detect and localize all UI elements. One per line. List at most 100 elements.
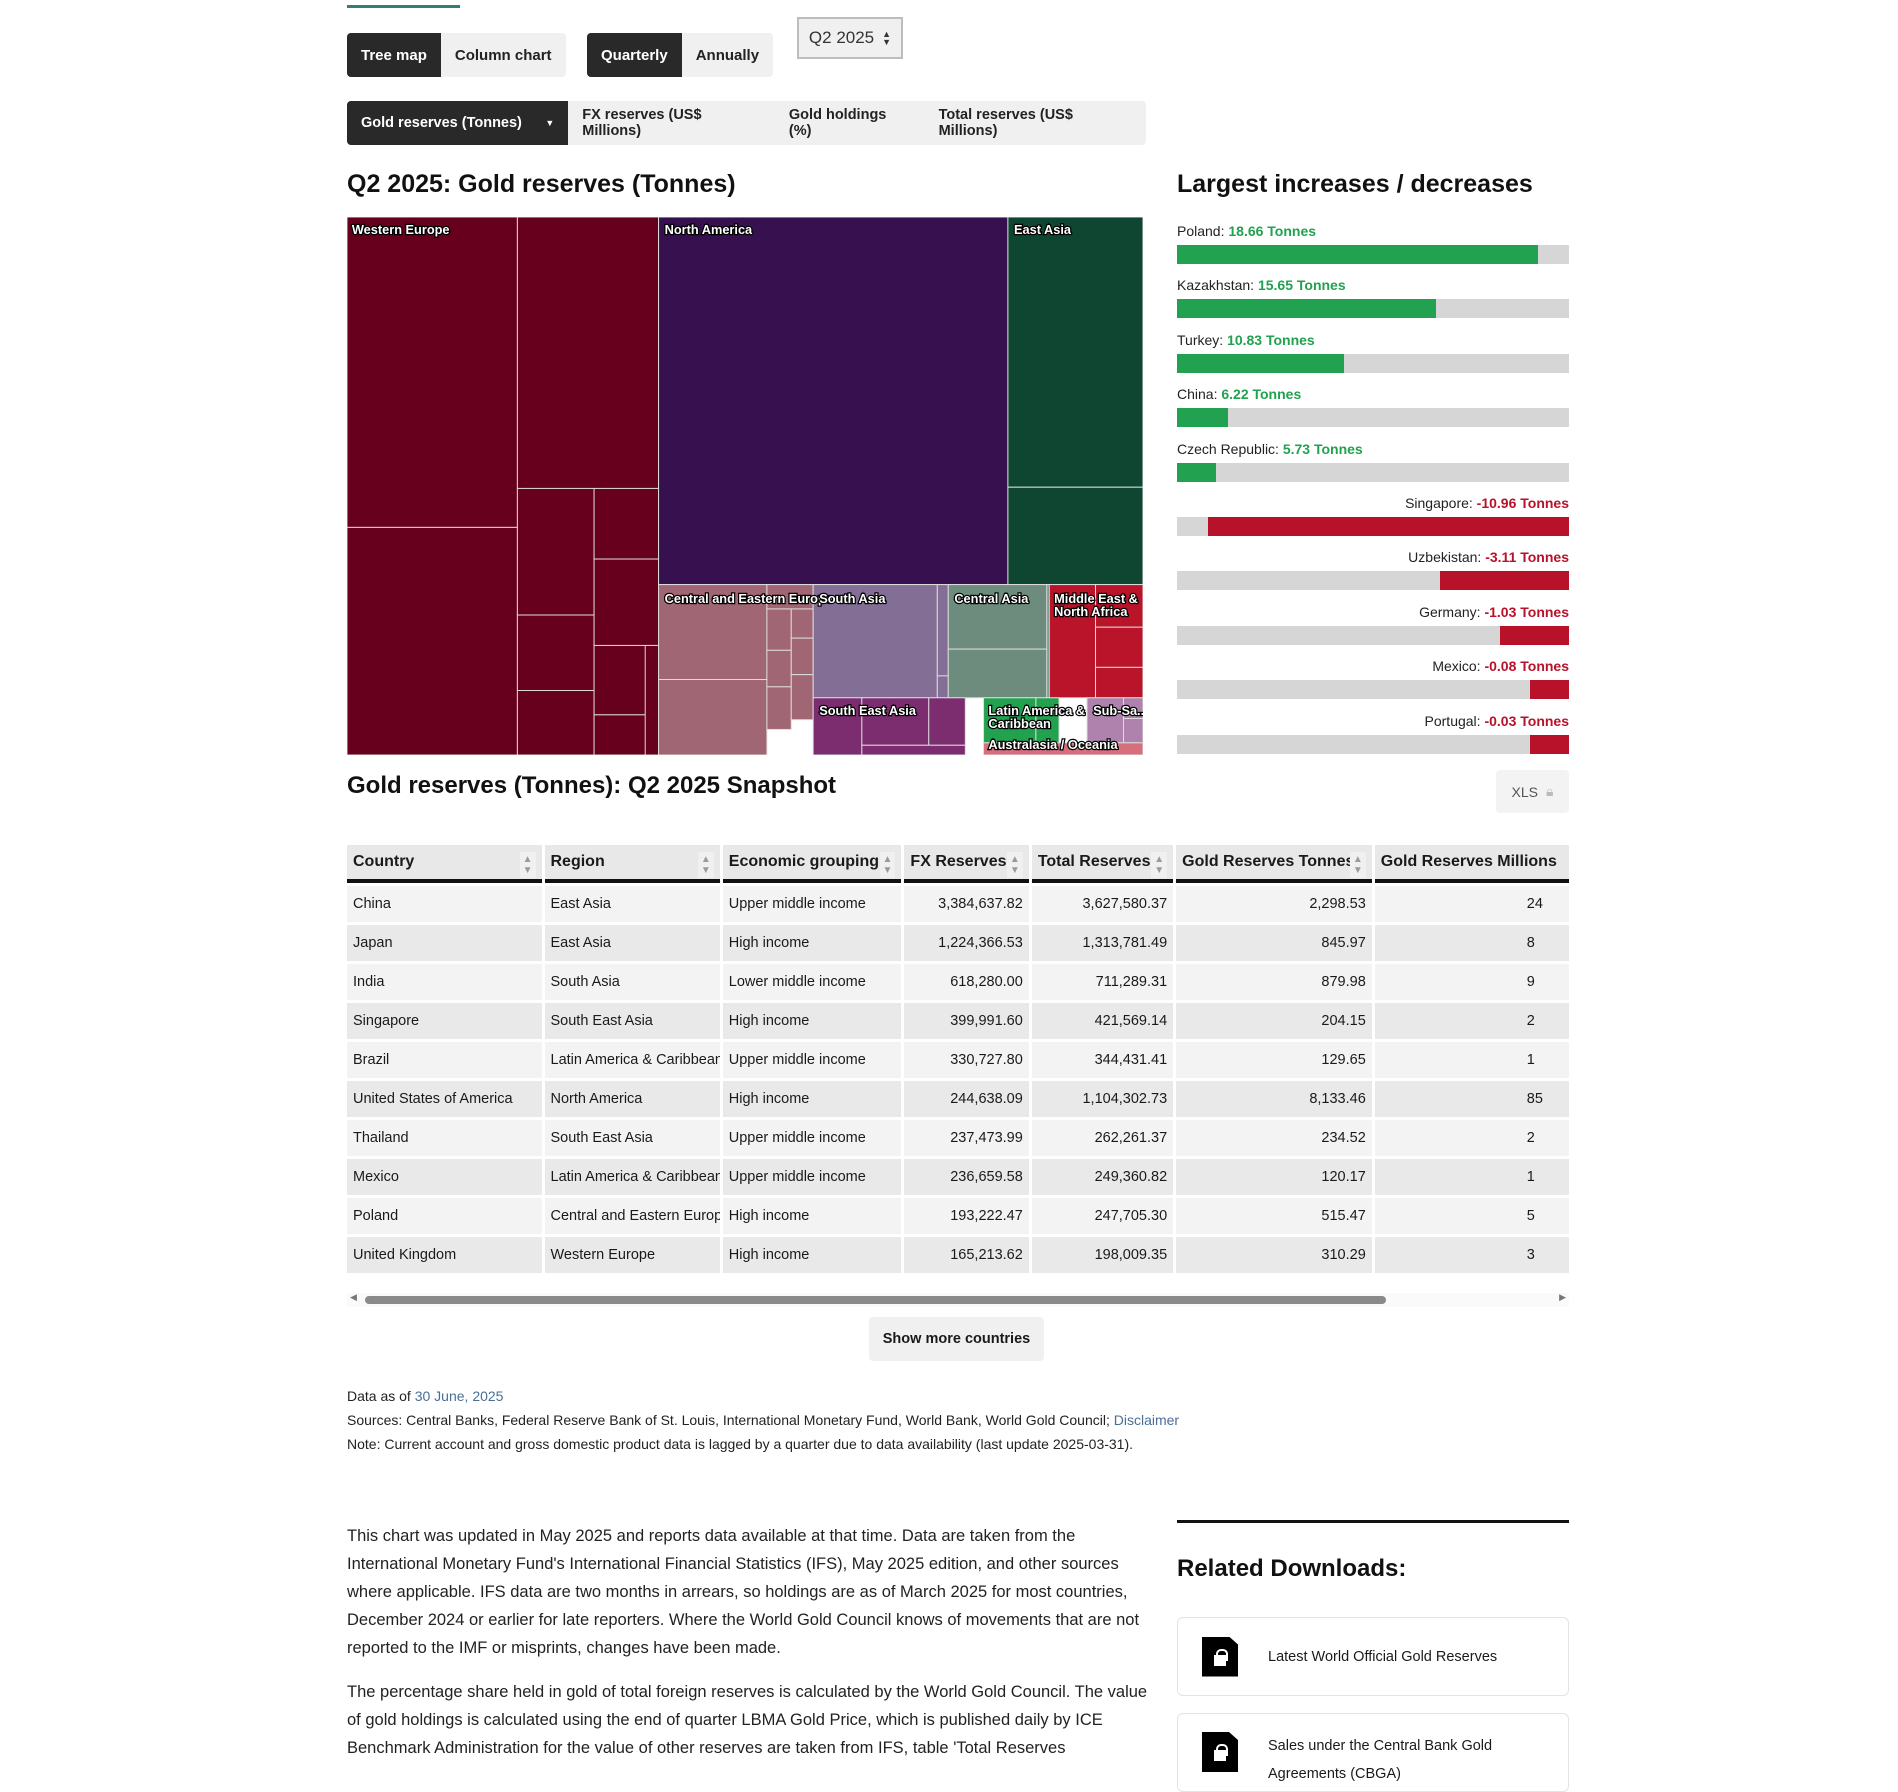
scroll-left-icon[interactable]: ◀ bbox=[350, 1292, 357, 1302]
treemap-cell[interactable] bbox=[658, 217, 1009, 586]
treemap-cell[interactable] bbox=[766, 649, 792, 688]
show-more-countries-button[interactable]: Show more countries bbox=[869, 1317, 1044, 1361]
treemap-cell[interactable] bbox=[593, 558, 660, 646]
table-cell: 421,569.14 bbox=[1031, 1003, 1174, 1039]
disclaimer-link[interactable]: Disclaimer bbox=[1113, 1412, 1180, 1428]
tab-gold-holdings[interactable]: Gold holdings (%) bbox=[788, 107, 887, 139]
table-cell: East Asia bbox=[544, 886, 720, 922]
treemap-cell[interactable] bbox=[812, 584, 938, 699]
treemap-cell[interactable] bbox=[658, 679, 768, 755]
change-country: Kazakhstan: bbox=[1177, 277, 1255, 294]
treemap-cell[interactable] bbox=[790, 674, 814, 721]
sort-icon[interactable]: ▲ ▼ bbox=[1006, 852, 1023, 878]
period-select[interactable]: Q2 2025 ▲ ▼ bbox=[797, 17, 903, 59]
treemap-cell[interactable] bbox=[593, 487, 660, 560]
table-cell: 193,222.47 bbox=[904, 1198, 1029, 1234]
column-header[interactable]: Total Reserves ▲ ▼ bbox=[1031, 845, 1174, 883]
treemap-cell[interactable] bbox=[347, 217, 518, 528]
xls-download-button[interactable]: XLS 🔒︎ bbox=[1496, 770, 1569, 813]
treemap-cell[interactable] bbox=[861, 744, 966, 755]
treemap-cell[interactable] bbox=[936, 675, 949, 699]
treemap-cell[interactable] bbox=[516, 217, 660, 489]
treemap-cell[interactable] bbox=[516, 487, 595, 616]
change-country: Mexico: bbox=[1432, 658, 1481, 675]
table-cell: Brazil bbox=[347, 1042, 542, 1078]
treemap-cell[interactable] bbox=[1095, 584, 1143, 628]
download-title: Latest World Official Gold Reserves bbox=[1268, 1648, 1498, 1665]
column-header[interactable]: Gold Reserves Tonnes ▲ ▼ bbox=[1176, 845, 1372, 883]
change-country: Singapore: bbox=[1405, 494, 1473, 511]
treemap-cell[interactable] bbox=[983, 742, 1143, 755]
sort-icon[interactable]: ▲ ▼ bbox=[697, 852, 714, 878]
treemap-cell[interactable] bbox=[861, 697, 930, 746]
treemap-cell[interactable] bbox=[766, 608, 792, 651]
table-cell: 198,009.35 bbox=[1031, 1237, 1174, 1273]
table-cell: United States of America bbox=[347, 1081, 542, 1117]
column-header[interactable]: FX Reserves ▲ ▼ bbox=[904, 845, 1029, 883]
change-item: Mexico: -0.08 Tonnes bbox=[1177, 655, 1569, 709]
table-row: Japan East Asia High income 1,224,366.53 1,3… bbox=[347, 925, 1569, 961]
table-cell: Upper middle income bbox=[722, 1120, 902, 1156]
tab-annually[interactable]: Annually bbox=[695, 46, 760, 64]
sources: Sources: Central Banks, Federal Reserve … bbox=[347, 1412, 1179, 1428]
treemap-cell[interactable] bbox=[766, 686, 792, 730]
treemap-cell[interactable] bbox=[1123, 717, 1143, 744]
table-cell: 5 bbox=[1374, 1198, 1569, 1234]
download-card[interactable]: Latest World Official Gold Reserves bbox=[1177, 1617, 1569, 1696]
scroll-right-icon[interactable]: ▶ bbox=[1559, 1292, 1566, 1302]
tab-quarterly[interactable]: Quarterly bbox=[587, 33, 682, 77]
column-header[interactable]: Economic grouping ▲ ▼ bbox=[722, 845, 902, 883]
treemap-cell[interactable] bbox=[347, 526, 518, 755]
tab-tree-map[interactable]: Tree map bbox=[347, 33, 441, 77]
table-cell: South East Asia bbox=[544, 1003, 720, 1039]
table-cell: 2 bbox=[1374, 1003, 1569, 1039]
treemap-cell[interactable] bbox=[516, 614, 595, 691]
change-bar-track bbox=[1177, 408, 1569, 428]
treemap-cell[interactable] bbox=[766, 584, 814, 610]
sort-icon[interactable]: ▲ ▼ bbox=[519, 852, 536, 878]
treemap-cell[interactable] bbox=[1007, 217, 1143, 488]
table-cell: 1 bbox=[1374, 1042, 1569, 1078]
change-label: Poland: 18.66 Tonnes bbox=[1177, 220, 1569, 242]
tab-gold-reserves[interactable]: Gold reserves (Tonnes) ▼ bbox=[347, 101, 569, 145]
treemap-cell[interactable] bbox=[644, 644, 660, 755]
snapshot-table: Country ▲ ▼ Region ▲ ▼ Economic grouping ▲ ▼ FX R… bbox=[344, 842, 1569, 1276]
treemap-cell[interactable] bbox=[1086, 697, 1125, 744]
treemap-cell[interactable] bbox=[936, 584, 949, 677]
tab-fx-reserves[interactable]: FX reserves (US$ Millions) bbox=[582, 107, 702, 139]
horizontal-scrollbar[interactable]: ◀ ▶ bbox=[347, 1292, 1569, 1307]
table-cell: 24 bbox=[1374, 886, 1569, 922]
column-header[interactable]: Country ▲ ▼ bbox=[347, 845, 542, 883]
treemap-cell[interactable] bbox=[1095, 626, 1143, 668]
tab-column-chart[interactable]: Column chart bbox=[454, 46, 552, 64]
tab-total-reserves[interactable]: Total reserves (US$ Millions) bbox=[938, 107, 1073, 139]
scrollbar-thumb[interactable] bbox=[365, 1296, 1386, 1304]
treemap-cell[interactable] bbox=[928, 697, 966, 746]
treemap-cell[interactable] bbox=[1007, 486, 1143, 586]
treemap-cell[interactable] bbox=[812, 697, 863, 755]
treemap-cell[interactable] bbox=[790, 637, 814, 676]
download-card[interactable]: Sales under the Central Bank Gold Agreem… bbox=[1177, 1713, 1569, 1792]
treemap-cell[interactable] bbox=[790, 608, 814, 639]
table-cell: Upper middle income bbox=[722, 1159, 902, 1195]
table-cell: 234.52 bbox=[1176, 1120, 1372, 1156]
column-header[interactable]: Gold Reserves Millions bbox=[1374, 845, 1569, 883]
treemap-cell[interactable] bbox=[947, 584, 1048, 650]
sort-icon[interactable]: ▲ ▼ bbox=[879, 852, 896, 878]
table-cell: 1,224,366.53 bbox=[904, 925, 1029, 961]
sort-icon[interactable]: ▲ ▼ bbox=[1151, 852, 1168, 878]
locked-file-icon bbox=[1202, 1732, 1238, 1772]
sort-icon[interactable]: ▲ ▼ bbox=[1349, 852, 1366, 878]
changes-title: Largest increases / decreases bbox=[1177, 170, 1533, 198]
treemap-cell[interactable] bbox=[947, 648, 1048, 699]
column-header-label: Region bbox=[550, 853, 605, 870]
column-header[interactable]: Region ▲ ▼ bbox=[544, 845, 720, 883]
table-row: India South Asia Lower middle income 618,28… bbox=[347, 964, 1569, 1000]
treemap-cell[interactable] bbox=[516, 690, 595, 755]
change-value: 15.65 Tonnes bbox=[1257, 277, 1346, 294]
treemap-cell[interactable] bbox=[1095, 666, 1143, 699]
table-cell: 262,261.37 bbox=[1031, 1120, 1174, 1156]
treemap-cell[interactable] bbox=[1048, 584, 1097, 699]
table-cell: High income bbox=[722, 1003, 902, 1039]
table-cell: 344,431.41 bbox=[1031, 1042, 1174, 1078]
